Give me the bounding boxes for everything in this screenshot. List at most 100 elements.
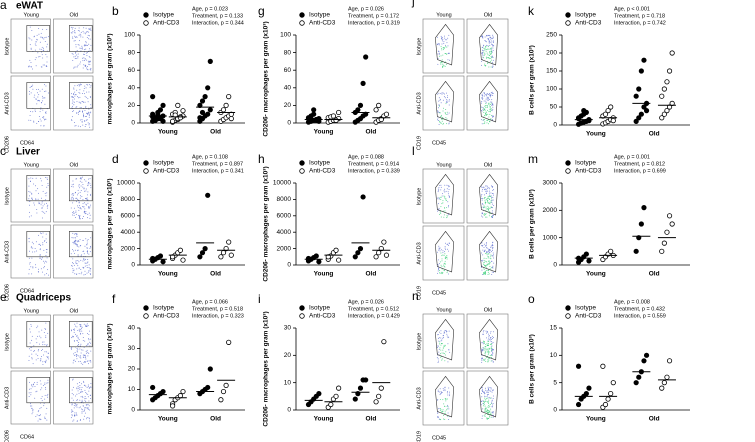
flow-event [487,406,489,408]
flow-event [71,337,73,339]
flow-event [480,215,482,217]
flow-event [446,258,448,260]
data-point [610,118,616,124]
flow-event [82,217,84,219]
flow-event [85,198,87,200]
flow-event [86,119,88,121]
flow-event [76,112,78,114]
flow-event [28,273,30,275]
flow-event [85,112,87,114]
flow-event [483,110,485,112]
flow-event [442,272,444,274]
flow-event [79,399,81,401]
flow-event [29,93,31,95]
data-point [228,252,234,258]
flow-event [485,41,487,43]
flow-event [437,110,439,112]
flow-event [491,55,493,57]
panel-letter: g [258,4,265,18]
flow-event [443,122,445,124]
flow-event [491,335,493,337]
flow-event [42,100,44,102]
flow-event [486,216,488,218]
data-point [336,257,342,263]
data-point [150,94,156,100]
legend-marker [299,168,305,174]
flow-event [485,351,487,353]
flow-event [82,60,84,62]
flow-event [76,50,78,52]
flow-gate [26,377,51,404]
flow-event [446,398,448,400]
x-tick-label: Young [158,129,178,136]
y-tick-label: 40 [128,85,136,92]
flow-event [84,262,86,264]
flow-event [445,331,447,333]
flow-event [43,266,45,268]
flow-event [447,206,449,208]
data-point [575,363,582,369]
flow-event [43,50,45,52]
panel-letter: k [528,4,535,18]
flow-event [80,31,82,33]
flow-event [73,329,75,331]
flow-event [79,239,81,241]
flow-event [86,360,88,362]
flow-event [38,203,40,205]
flow-event [440,213,442,215]
flow-event [75,239,77,241]
flow-event [88,35,90,37]
flow-event [485,389,487,391]
flow-gate [26,25,51,52]
flow-event [45,65,47,67]
flow-event [484,52,486,54]
flow-event [448,122,450,124]
flow-event [76,347,78,349]
flow-event [493,348,495,350]
x-tick-label: Old [649,131,660,138]
flow-event [40,120,42,122]
x-tick-label: Young [586,131,606,138]
flow-event [86,418,88,420]
flow-event [444,344,446,346]
flow-event [492,194,494,196]
data-point [197,115,203,121]
flow-gate [26,175,51,202]
flow-event [85,115,87,117]
flow-event [487,45,489,47]
flow-event [40,233,42,235]
flow-gate [478,318,499,361]
flow-event [485,273,487,275]
y-tick-label: 10000 [273,180,291,187]
x-axis-label: CD64 [20,140,34,146]
flow-event [492,103,494,105]
flow-event [486,342,488,344]
flow-event [88,253,90,255]
flow-gate [69,377,93,404]
flow-event [441,62,443,64]
flow-event [39,380,41,382]
flow-event [488,405,490,407]
flow-event [31,29,33,31]
flow-event [79,205,81,207]
flow-event [86,36,88,38]
flow-event [28,198,30,200]
flow-event [29,342,31,344]
flow-event [444,112,446,114]
flow-event [29,262,31,264]
flow-event [491,57,493,59]
flow-event [438,123,440,125]
flow-event [492,353,494,355]
flow-event [71,194,73,196]
data-point [357,385,364,391]
flow-event [88,418,90,420]
data-point [669,50,675,56]
data-point [226,339,232,345]
flow-event [486,357,488,359]
flow-event [87,69,89,71]
data-point [661,240,667,246]
panel-letter: h [258,152,265,166]
flow-event [75,414,77,416]
flow-event [88,63,90,65]
stat-annotation: Interaction, p = 0.429 [348,313,400,319]
